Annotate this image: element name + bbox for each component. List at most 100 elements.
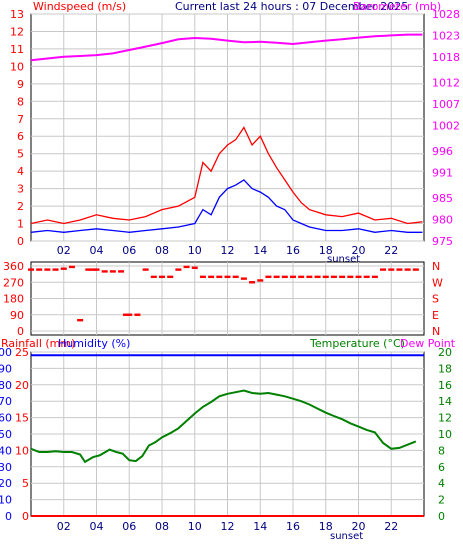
windspeed-tick-label: 11: [10, 43, 24, 56]
humidity-tick-label: 100: [0, 346, 12, 359]
temperature-axis-ticks: 0 2 4 6 8 10 12 14 16 18 20: [438, 346, 452, 523]
rainfall-tick-label: 15: [15, 412, 29, 425]
x-tick-label: 20: [352, 244, 366, 257]
x-tick-label: 02: [57, 244, 71, 257]
direction-point: [339, 275, 346, 279]
windspeed-axis-label: Windspeed (m/s): [33, 0, 126, 13]
barometer-tick-label: 1012: [432, 77, 460, 90]
direction-point: [126, 313, 133, 316]
x-tick-label: 10: [188, 244, 202, 257]
compass-tick-label: E: [432, 309, 439, 322]
series-line: [30, 126, 423, 225]
humidity-tick-label: 40: [0, 444, 12, 457]
direction-point: [52, 268, 59, 271]
direction-tick-label: 360: [3, 260, 24, 273]
x-tick-label: 16: [286, 244, 300, 257]
direction-point: [134, 313, 141, 316]
panel1-sunset-label: sunset: [327, 254, 360, 265]
humidity-axis-ticks: 0 10 20 30 40 50 60 70 80 90 100: [0, 346, 12, 523]
direction-point: [396, 268, 403, 271]
barometer-tick-label: 996: [432, 145, 453, 158]
windspeed-tick-label: 9: [17, 78, 24, 91]
windspeed-tick-label: 6: [17, 130, 24, 143]
temperature-tick-label: 0: [438, 510, 445, 523]
humidity-tick-label: 20: [0, 477, 12, 490]
windspeed-tick-label: 5: [17, 148, 24, 161]
direction-point: [199, 275, 206, 279]
barometer-tick-label: 1018: [432, 51, 460, 64]
direction-point: [159, 275, 165, 279]
direction-point: [306, 275, 313, 279]
direction-point: [175, 268, 182, 271]
series-line: [30, 389, 417, 464]
temperature-axis-label: Temperature (°C): [309, 337, 405, 350]
humidity-axis-label: Humidity (%): [58, 337, 130, 350]
barometer-axis-label: Barometer (mb): [353, 0, 441, 13]
x-tick-label: 04: [90, 244, 104, 257]
direction-point: [388, 268, 395, 271]
direction-point: [232, 275, 239, 279]
direction-point: [404, 268, 411, 271]
x-tick-label: 20: [352, 520, 366, 533]
direction-point: [101, 270, 108, 273]
direction-point: [28, 268, 34, 271]
windspeed-tick-label: 13: [10, 8, 24, 21]
direction-tick-label: 270: [3, 276, 24, 289]
direction-degree-ticks: 0 90 180 270 360: [3, 260, 24, 338]
x-tick-label: 08: [155, 244, 169, 257]
humidity-tick-label: 60: [0, 412, 12, 425]
barometer-axis-ticks: 975 980 985 991 996 1002 1007 1012 1018 1023 1028: [432, 8, 460, 248]
humidity-tick-label: 90: [0, 362, 12, 375]
humidity-tick-label: 10: [0, 494, 12, 507]
rainfall-tick-label: 20: [15, 379, 29, 392]
x-tick-label: 22: [384, 520, 398, 533]
rainfall-axis-label: Rainfall (mm): [1, 337, 75, 350]
direction-tick-label: 90: [10, 309, 24, 322]
direction-point: [118, 270, 125, 273]
direction-point: [77, 318, 84, 322]
direction-point: [281, 275, 288, 279]
direction-point: [314, 275, 321, 279]
direction-point: [371, 275, 378, 279]
direction-point: [363, 275, 370, 279]
direction-point: [68, 265, 75, 269]
windspeed-tick-label: 2: [17, 200, 24, 213]
direction-point: [183, 265, 190, 269]
temperature-tick-label: 4: [438, 477, 445, 490]
temperature-tick-label: 18: [438, 362, 452, 375]
direction-point: [265, 275, 272, 279]
direction-point: [412, 268, 419, 271]
windspeed-tick-label: 8: [17, 95, 24, 108]
dewpoint-axis-label: Dew Point: [400, 337, 456, 350]
temperature-tick-label: 8: [438, 444, 445, 457]
compass-tick-label: W: [432, 276, 443, 289]
panel3-x-ticks: 02 04 06 08 10 12 14 16 18 20 22: [57, 520, 399, 533]
direction-tick-label: 0: [17, 325, 24, 338]
direction-point: [330, 275, 337, 279]
direction-point: [142, 268, 149, 271]
windspeed-tick-label: 4: [17, 165, 24, 178]
direction-point: [380, 268, 387, 271]
compass-tick-label: S: [432, 293, 439, 306]
direction-points: [28, 265, 419, 322]
temperature-tick-label: 12: [438, 412, 452, 425]
x-tick-label: 18: [319, 244, 333, 257]
barometer-tick-label: 985: [432, 192, 453, 205]
rainfall-tick-label: 0: [22, 510, 29, 523]
temperature-tick-label: 16: [438, 379, 452, 392]
humidity-tick-label: 0: [5, 510, 12, 523]
panel2-horizontal-grid: [31, 265, 424, 332]
direction-point: [249, 281, 256, 284]
barometer-tick-label: 1023: [432, 29, 460, 42]
direction-point: [347, 275, 354, 279]
chart-title: Current last 24 hours : 07 December 2025: [175, 0, 408, 13]
compass-tick-label: N: [432, 260, 440, 273]
x-tick-label: 02: [57, 520, 71, 533]
windspeed-tick-label: 12: [10, 25, 24, 38]
panel1-horizontal-grid: [31, 13, 424, 242]
